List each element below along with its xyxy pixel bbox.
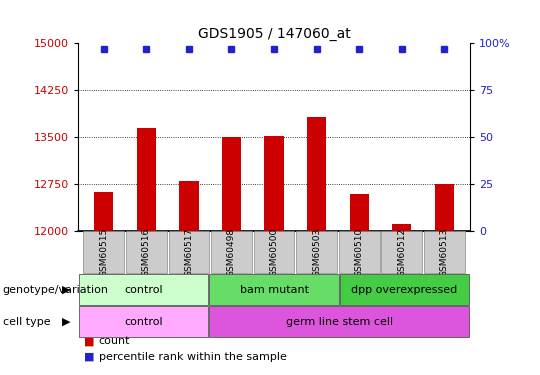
Bar (137, 128, 156, 231)
FancyBboxPatch shape (254, 231, 294, 273)
FancyBboxPatch shape (79, 274, 208, 305)
Text: dpp overexpressed: dpp overexpressed (352, 285, 458, 295)
Text: control: control (124, 285, 163, 295)
Bar (179, 181, 199, 231)
Text: count: count (99, 336, 130, 346)
Text: GSM60517: GSM60517 (185, 228, 193, 277)
Text: germ line stem cell: germ line stem cell (286, 316, 393, 327)
FancyBboxPatch shape (340, 274, 469, 305)
Text: ■: ■ (84, 352, 94, 362)
Bar (265, 136, 284, 231)
FancyBboxPatch shape (209, 274, 339, 305)
Text: bam mutant: bam mutant (240, 285, 308, 295)
Text: ■: ■ (84, 336, 94, 346)
Text: ▶: ▶ (62, 316, 70, 327)
FancyBboxPatch shape (296, 231, 337, 273)
Text: GSM60503: GSM60503 (312, 228, 321, 277)
Text: GSM60516: GSM60516 (142, 228, 151, 277)
Text: GSM60512: GSM60512 (397, 228, 406, 277)
Bar (94, 192, 113, 231)
FancyBboxPatch shape (424, 231, 465, 273)
Text: GSM60498: GSM60498 (227, 228, 236, 277)
Bar (392, 224, 411, 231)
FancyBboxPatch shape (381, 231, 422, 273)
Text: GSM60515: GSM60515 (99, 228, 109, 277)
FancyBboxPatch shape (83, 231, 124, 273)
Text: GSM60500: GSM60500 (269, 228, 279, 277)
Text: GSM60513: GSM60513 (440, 228, 449, 277)
Bar (307, 117, 326, 231)
Text: percentile rank within the sample: percentile rank within the sample (99, 352, 287, 362)
FancyBboxPatch shape (168, 231, 210, 273)
Title: GDS1905 / 147060_at: GDS1905 / 147060_at (198, 27, 350, 41)
FancyBboxPatch shape (211, 231, 252, 273)
FancyBboxPatch shape (126, 231, 167, 273)
FancyBboxPatch shape (209, 306, 469, 337)
Bar (222, 137, 241, 231)
Bar (435, 184, 454, 231)
Text: cell type: cell type (3, 316, 50, 327)
Bar (349, 194, 369, 231)
FancyBboxPatch shape (339, 231, 380, 273)
Text: control: control (124, 316, 163, 327)
Text: GSM60510: GSM60510 (355, 228, 363, 277)
Text: genotype/variation: genotype/variation (3, 285, 109, 295)
FancyBboxPatch shape (79, 306, 208, 337)
Text: ▶: ▶ (62, 285, 70, 295)
